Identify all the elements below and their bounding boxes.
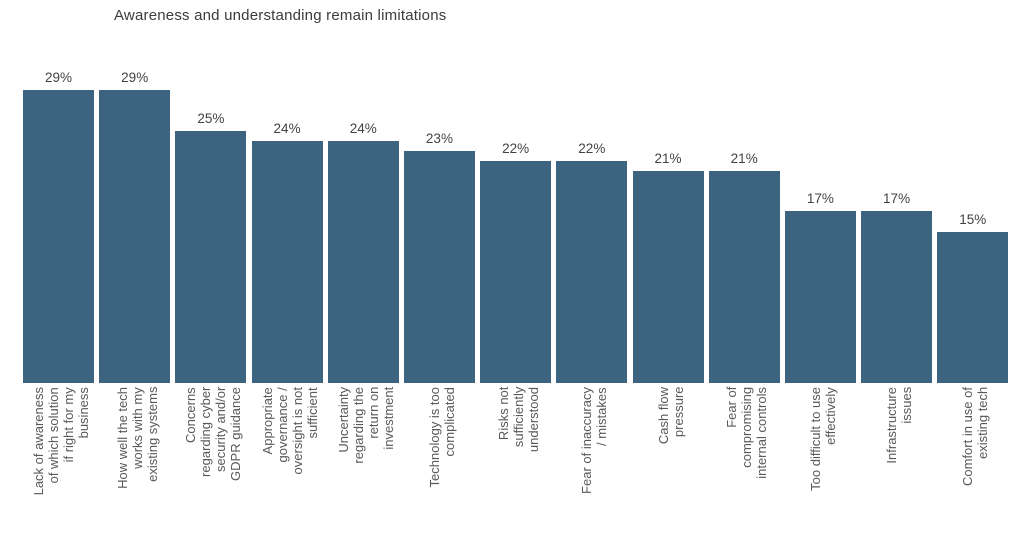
x-axis-label-cell: Infrastructure issues bbox=[861, 387, 937, 536]
x-axis-label-cell: Fear of compromising internal controls bbox=[709, 387, 785, 536]
bar-value-label: 21% bbox=[730, 150, 758, 166]
bar bbox=[251, 140, 323, 383]
bar-group: 17% bbox=[784, 0, 861, 383]
bar bbox=[784, 211, 856, 383]
x-axis-label-cell: Cash flow pressure bbox=[633, 387, 709, 536]
x-axis-label: Infrastructure issues bbox=[884, 387, 915, 464]
x-axis-label: Fear of compromising internal controls bbox=[724, 387, 770, 479]
bar-group: 24% bbox=[251, 0, 328, 383]
bar-group: 15% bbox=[937, 0, 1013, 383]
x-axis-label: Uncertainty regarding the return on inve… bbox=[335, 387, 396, 464]
bar-value-label: 29% bbox=[44, 70, 73, 86]
bar bbox=[556, 160, 628, 383]
bar-value-label: 17% bbox=[883, 191, 911, 207]
bar bbox=[480, 160, 552, 383]
x-axis-label: Appropriate governance / oversight is no… bbox=[259, 387, 320, 475]
bar bbox=[327, 140, 399, 383]
x-axis-label: Lack of awareness of which solution if r… bbox=[30, 387, 92, 496]
x-axis-label-cell: Appropriate governance / oversight is no… bbox=[252, 387, 328, 536]
x-axis-label-cell: Uncertainty regarding the return on inve… bbox=[328, 387, 404, 536]
bar bbox=[937, 231, 1009, 383]
bar-group: 25% bbox=[175, 0, 251, 383]
bar-value-label: 17% bbox=[806, 191, 834, 207]
x-axis-label-cell: Fear of inaccuracy / mistakes bbox=[556, 387, 632, 536]
x-axis-label: Too difficult to use effectively bbox=[807, 387, 838, 491]
bar-value-label: 24% bbox=[349, 120, 377, 136]
x-axis-label-cell: How well the tech works with my existing… bbox=[99, 387, 175, 536]
x-axis-label: Risks not sufficiently understood bbox=[495, 387, 541, 453]
bar-group: 29% bbox=[99, 0, 175, 383]
x-axis-label: Comfort in use of existing tech bbox=[960, 387, 991, 486]
bar-value-label: 23% bbox=[425, 130, 453, 146]
chart-title: Awareness and understanding remain limit… bbox=[114, 7, 447, 24]
x-axis-label: How well the tech works with my existing… bbox=[114, 387, 160, 489]
bar-value-label: 22% bbox=[578, 140, 606, 156]
bar bbox=[632, 170, 704, 383]
bar bbox=[708, 170, 780, 383]
x-axis-label-cell: Technology is too complicated bbox=[404, 387, 480, 536]
bar bbox=[23, 90, 94, 383]
bar bbox=[99, 90, 171, 383]
bar bbox=[861, 211, 933, 383]
bar-group: 22% bbox=[480, 0, 556, 383]
x-axis-label: Fear of inaccuracy / mistakes bbox=[579, 387, 610, 494]
x-axis-label-cell: Comfort in use of existing tech bbox=[937, 387, 1013, 536]
bar bbox=[403, 150, 475, 383]
plot-area: 29% 29% 25% 24% 24% 23% 22% 22% 21% 21% 17% 17% 15% bbox=[23, 0, 1014, 383]
x-axis-label: Technology is too complicated bbox=[426, 387, 458, 488]
x-axis-label: Concerns regarding cyber security and/or… bbox=[183, 387, 244, 481]
bar-group: 29% bbox=[23, 0, 99, 383]
bar-group: 24% bbox=[327, 0, 404, 383]
bar-group: 23% bbox=[403, 0, 480, 383]
bar bbox=[175, 130, 247, 383]
x-axis-labels: Lack of awareness of which solution if r… bbox=[23, 387, 1014, 536]
bar-value-label: 29% bbox=[121, 70, 149, 86]
bar-value-label: 24% bbox=[273, 120, 301, 136]
bar-group: 21% bbox=[708, 0, 785, 383]
bar-value-label: 25% bbox=[197, 110, 225, 126]
x-axis-label-cell: Too difficult to use effectively bbox=[785, 387, 861, 536]
x-axis-label-cell: Lack of awareness of which solution if r… bbox=[23, 387, 99, 536]
bar-group: 21% bbox=[632, 0, 709, 383]
bar-value-label: 22% bbox=[502, 140, 530, 156]
bar-value-label: 21% bbox=[654, 150, 682, 166]
x-axis-label-cell: Risks not sufficiently understood bbox=[480, 387, 556, 536]
bar-value-label: 15% bbox=[959, 211, 987, 227]
bar-group: 22% bbox=[556, 0, 632, 383]
bar-group: 17% bbox=[861, 0, 937, 383]
x-axis-label: Cash flow pressure bbox=[655, 387, 686, 445]
x-axis-label-cell: Concerns regarding cyber security and/or… bbox=[175, 387, 251, 536]
